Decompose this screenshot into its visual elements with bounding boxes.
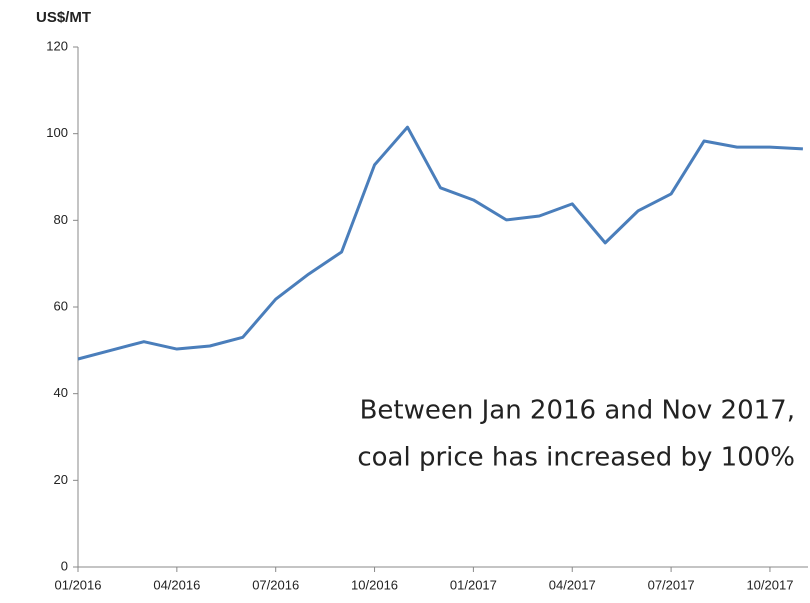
y-tick-label: 120 [46,38,68,53]
y-tick-label: 20 [54,472,68,487]
y-tick-label: 80 [54,212,68,227]
y-tick-label: 100 [46,125,68,140]
y-axis-label: US$/MT [36,9,91,26]
x-tick-label: 01/2017 [450,577,497,592]
x-tick-label: 10/2017 [746,577,793,592]
x-tick-label: 01/2016 [55,577,102,592]
line [77,125,803,361]
x-tick-label: 04/2016 [153,577,200,592]
x-tick-label: 07/2017 [648,577,695,592]
annotation: Between Jan 2016 and Nov 2017, [360,396,795,426]
y-tick-label: 0 [61,558,68,573]
y-tick-label: 60 [54,298,68,313]
annotation: coal price has increased by 100% [357,443,795,473]
x-tick-label: 07/2016 [252,577,299,592]
y-tick-label: 40 [54,385,68,400]
x-tick-label: 04/2017 [549,577,596,592]
x-tick-label: 10/2016 [351,577,398,592]
